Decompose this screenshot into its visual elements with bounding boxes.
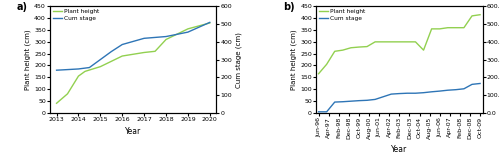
- Plant height: [82, 70, 88, 72]
- Plant height: [152, 50, 158, 52]
- Plant height: [207, 22, 213, 24]
- Plant height: [332, 50, 338, 52]
- Cum stage: [372, 98, 378, 100]
- Text: a): a): [16, 2, 28, 12]
- Line: Cum stage: Cum stage: [56, 22, 210, 70]
- Line: Cum stage: Cum stage: [318, 83, 480, 112]
- Plant height: [420, 49, 426, 51]
- Cum stage: [207, 21, 213, 23]
- Legend: Plant height, Cum stage: Plant height, Cum stage: [53, 9, 99, 21]
- Cum stage: [461, 88, 467, 90]
- Cum stage: [428, 91, 434, 93]
- Plant height: [445, 27, 451, 29]
- Line: Plant height: Plant height: [56, 23, 210, 103]
- Line: Plant height: Plant height: [318, 15, 480, 74]
- Plant height: [76, 75, 82, 77]
- Cum stage: [163, 36, 169, 38]
- Cum stage: [445, 89, 451, 91]
- Plant height: [356, 46, 362, 48]
- Cum stage: [119, 43, 125, 45]
- Cum stage: [453, 89, 459, 91]
- Cum stage: [340, 101, 346, 103]
- Plant height: [364, 46, 370, 47]
- Cum stage: [388, 93, 394, 95]
- Cum stage: [54, 69, 60, 71]
- Text: b): b): [283, 2, 294, 12]
- Plant height: [477, 14, 483, 16]
- Cum stage: [152, 37, 158, 38]
- Plant height: [163, 38, 169, 40]
- Cum stage: [185, 31, 191, 33]
- Cum stage: [316, 111, 322, 113]
- Cum stage: [86, 67, 92, 69]
- Plant height: [436, 28, 442, 30]
- Cum stage: [477, 82, 483, 84]
- X-axis label: Year: Year: [125, 127, 142, 136]
- Cum stage: [108, 51, 114, 52]
- Cum stage: [364, 99, 370, 101]
- Plant height: [324, 63, 330, 65]
- Plant height: [119, 55, 125, 57]
- Plant height: [316, 73, 322, 75]
- Plant height: [453, 27, 459, 29]
- Plant height: [98, 66, 103, 68]
- Plant height: [340, 49, 346, 51]
- Plant height: [185, 28, 191, 30]
- Cum stage: [60, 69, 66, 71]
- Cum stage: [469, 83, 475, 85]
- Legend: Plant height, Cum stage: Plant height, Cum stage: [319, 9, 366, 21]
- Cum stage: [436, 90, 442, 92]
- Cum stage: [396, 93, 402, 95]
- Cum stage: [380, 96, 386, 98]
- Cum stage: [404, 92, 410, 94]
- Plant height: [396, 41, 402, 43]
- Plant height: [141, 52, 147, 53]
- X-axis label: Year: Year: [391, 145, 407, 154]
- Plant height: [54, 102, 60, 104]
- Y-axis label: Cum stage (cm): Cum stage (cm): [235, 32, 242, 88]
- Cum stage: [141, 37, 147, 39]
- Plant height: [372, 41, 378, 43]
- Plant height: [428, 28, 434, 30]
- Y-axis label: Plant height (cm): Plant height (cm): [25, 29, 32, 90]
- Plant height: [412, 41, 418, 43]
- Cum stage: [76, 68, 82, 70]
- Plant height: [404, 41, 410, 43]
- Plant height: [348, 47, 354, 49]
- Plant height: [380, 41, 386, 43]
- Cum stage: [324, 111, 330, 113]
- Plant height: [388, 41, 394, 43]
- Cum stage: [348, 100, 354, 102]
- Y-axis label: Plant height (cm): Plant height (cm): [291, 29, 298, 90]
- Cum stage: [98, 59, 103, 61]
- Cum stage: [412, 92, 418, 94]
- Plant height: [461, 27, 467, 29]
- Plant height: [469, 15, 475, 17]
- Cum stage: [332, 101, 338, 103]
- Cum stage: [420, 92, 426, 94]
- Cum stage: [356, 100, 362, 102]
- Plant height: [64, 93, 70, 95]
